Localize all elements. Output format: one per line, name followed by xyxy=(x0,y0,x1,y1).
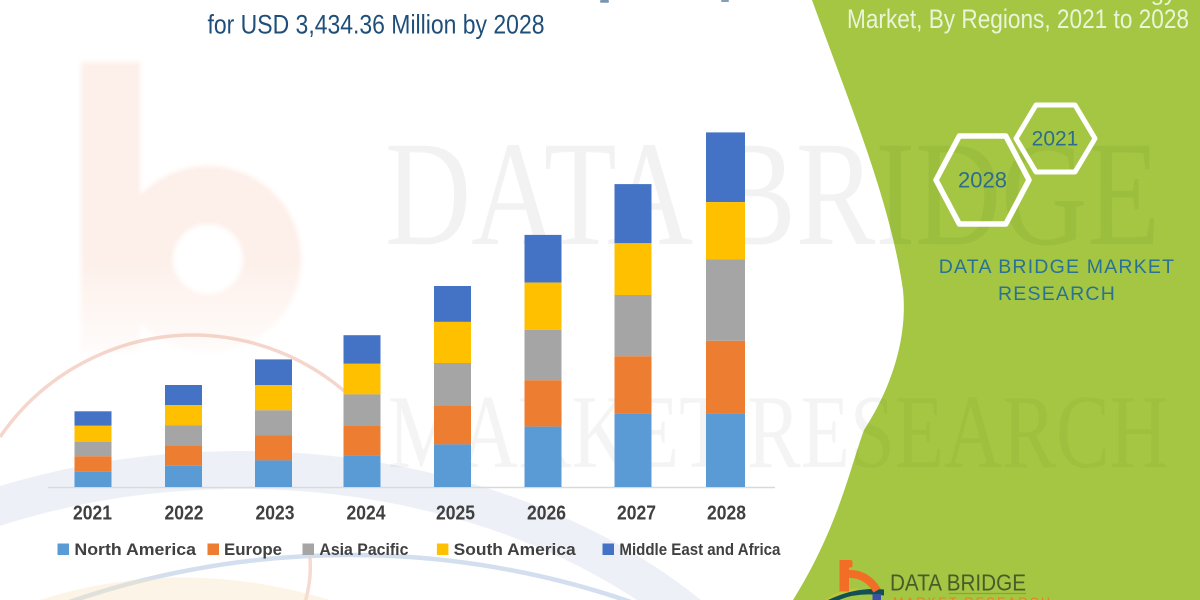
svg-text:2027: 2027 xyxy=(617,502,656,525)
svg-text:for USD 3,434.36 Million by 20: for USD 3,434.36 Million by 2028 xyxy=(208,10,545,40)
svg-text:2021: 2021 xyxy=(1032,128,1079,151)
svg-text:2025: 2025 xyxy=(436,502,475,525)
svg-text:Technology: Technology xyxy=(1055,0,1176,6)
svg-text:North America: North America xyxy=(74,540,196,559)
svg-text:MARKET RESEARCH: MARKET RESEARCH xyxy=(893,596,1052,600)
svg-text:2028: 2028 xyxy=(958,168,1007,193)
svg-text:2022: 2022 xyxy=(165,502,204,525)
svg-text:2021: 2021 xyxy=(73,502,112,525)
svg-text:DATA BRIDGE MARKET: DATA BRIDGE MARKET xyxy=(939,256,1176,278)
svg-text:South America: South America xyxy=(454,540,577,559)
svg-text:2024: 2024 xyxy=(347,502,387,525)
svg-text:RESEARCH: RESEARCH xyxy=(998,283,1116,305)
svg-text:2023: 2023 xyxy=(256,502,295,525)
svg-text:DATA BRIDGE: DATA BRIDGE xyxy=(890,570,1026,596)
svg-text:Europe: Europe xyxy=(224,540,282,559)
svg-text:2028: 2028 xyxy=(707,502,746,525)
svg-text:Market, By Regions, 2021 to 20: Market, By Regions, 2021 to 2028 xyxy=(847,4,1189,34)
svg-text:Middle East and Africa: Middle East and Africa xyxy=(619,540,780,559)
svg-text:Asia Pacific: Asia Pacific xyxy=(319,540,408,559)
svg-text:2026: 2026 xyxy=(527,502,566,525)
